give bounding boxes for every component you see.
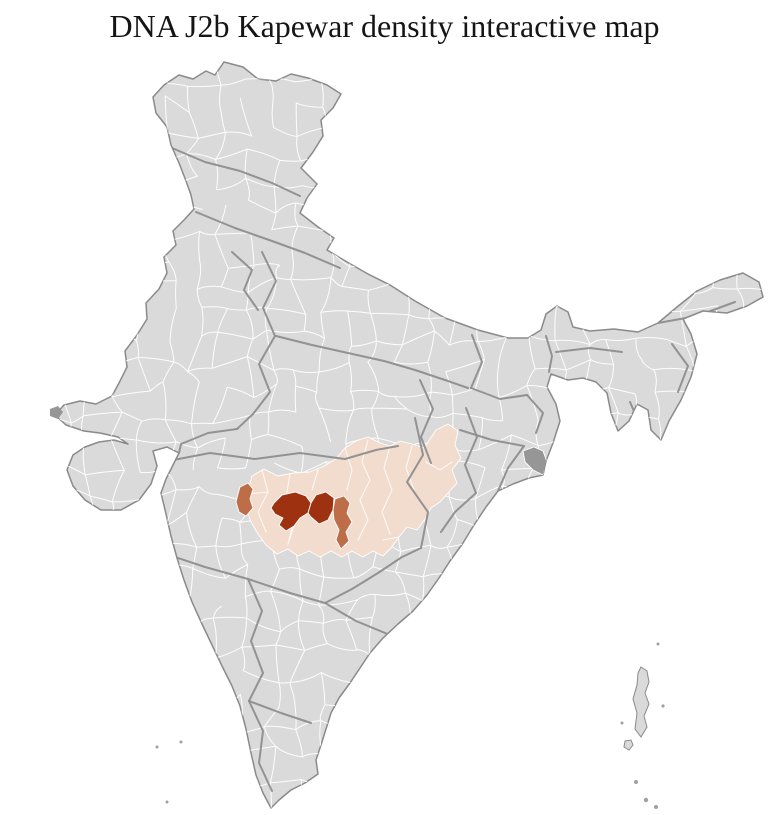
district-medium-density-west[interactable] <box>235 482 254 517</box>
lakshadweep-islet <box>179 740 183 744</box>
nicobar-islet <box>643 797 649 803</box>
nicobar-islet <box>654 805 658 809</box>
district-low-density-east-patch[interactable] <box>525 504 553 532</box>
india-landmass[interactable] <box>54 61 764 809</box>
lakshadweep-islet <box>155 745 159 749</box>
andaman-main-island[interactable] <box>632 666 650 738</box>
lakshadweep-islands <box>155 740 183 804</box>
district-medium-density-east[interactable] <box>332 495 353 550</box>
andaman-south-island[interactable] <box>623 739 634 751</box>
district-high-density-east[interactable] <box>307 491 335 525</box>
state-boundaries <box>162 147 736 792</box>
map-title: DNA J2b Kapewar density interactive map <box>109 8 660 44</box>
andaman-nicobar-islands[interactable] <box>620 642 665 810</box>
district-low-density-belt[interactable] <box>245 423 462 558</box>
nicobar-islet <box>634 780 638 784</box>
district-high-density-west[interactable] <box>270 491 312 532</box>
andaman-islet <box>620 721 624 725</box>
andaman-islet <box>661 704 665 708</box>
lakshadweep-islet <box>165 800 169 804</box>
kutch-marsh-patch <box>50 406 63 419</box>
andaman-islet <box>656 642 660 646</box>
